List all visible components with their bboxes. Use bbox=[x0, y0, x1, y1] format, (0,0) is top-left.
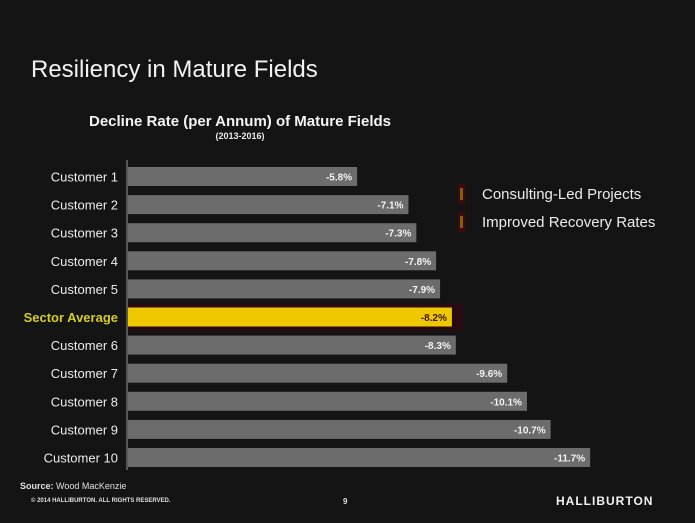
bar bbox=[128, 307, 452, 327]
data-label: -7.8% bbox=[405, 257, 431, 268]
category-label: Customer 1 bbox=[51, 170, 118, 185]
chart-subtitle: (2013-2016) bbox=[215, 131, 265, 141]
copyright: © 2014 HALLIBURTON. ALL RIGHTS RESERVED. bbox=[31, 498, 171, 504]
category-label: Customer 5 bbox=[51, 282, 118, 297]
source-value: Wood MacKenzie bbox=[56, 481, 127, 491]
legend-item: Improved Recovery Rates bbox=[458, 208, 655, 236]
legend-item: Consulting-Led Projects bbox=[458, 180, 655, 208]
data-label: -9.6% bbox=[476, 369, 502, 380]
category-label: Customer 9 bbox=[51, 422, 118, 437]
legend-label: Improved Recovery Rates bbox=[482, 213, 656, 231]
chart-title: Decline Rate (per Annum) of Mature Field… bbox=[89, 113, 391, 130]
legend-swatch bbox=[458, 212, 465, 232]
bar bbox=[128, 391, 527, 411]
category-label: Customer 6 bbox=[51, 338, 118, 353]
category-label: Customer 8 bbox=[51, 394, 118, 409]
bar bbox=[128, 223, 417, 243]
data-label: -7.1% bbox=[377, 201, 403, 212]
data-label: -10.7% bbox=[514, 425, 546, 436]
bar bbox=[128, 363, 508, 383]
data-label: -8.3% bbox=[425, 341, 451, 352]
category-label: Customer 3 bbox=[51, 226, 118, 241]
slide-title: Resiliency in Mature Fields bbox=[31, 56, 318, 83]
category-label: Sector Average bbox=[24, 310, 118, 325]
bar bbox=[128, 195, 409, 215]
source-note: Source: Wood MacKenzie bbox=[20, 481, 126, 491]
bar bbox=[128, 448, 591, 467]
data-label: -10.1% bbox=[490, 397, 522, 408]
category-label: Customer 10 bbox=[44, 451, 118, 466]
data-label: -7.9% bbox=[409, 285, 435, 296]
bar bbox=[128, 335, 456, 355]
legend-label: Consulting-Led Projects bbox=[482, 185, 642, 203]
category-label: Customer 7 bbox=[51, 366, 118, 381]
bar bbox=[128, 419, 551, 439]
legend: Consulting-Led Projects Improved Recover… bbox=[458, 180, 655, 236]
data-label: -11.7% bbox=[554, 454, 585, 465]
data-label: -5.8% bbox=[326, 173, 352, 184]
data-label: -8.2% bbox=[421, 313, 447, 324]
bar bbox=[128, 279, 441, 299]
halliburton-logo: HALLIBURTON bbox=[556, 494, 654, 508]
legend-swatch bbox=[458, 184, 465, 204]
source-label: Source: bbox=[20, 481, 54, 491]
category-label: Customer 2 bbox=[51, 198, 118, 213]
bar bbox=[128, 251, 437, 271]
data-label: -7.3% bbox=[385, 229, 411, 240]
bar bbox=[128, 167, 358, 186]
category-label: Customer 4 bbox=[51, 254, 118, 269]
page-number: 9 bbox=[343, 497, 348, 506]
